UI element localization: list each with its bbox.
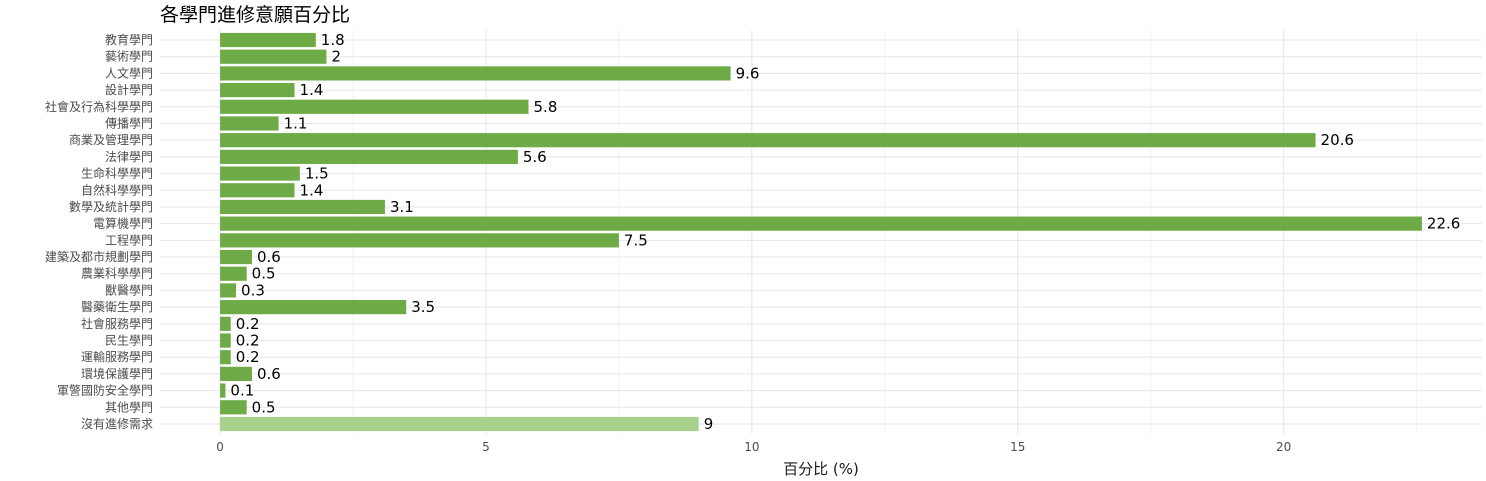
value-label-6: 1.1: [284, 114, 308, 132]
value-label-16: 0.3: [241, 281, 265, 299]
x-tick-label-15: 15: [1010, 440, 1025, 454]
y-tick-label-16: 獸醫學門: [105, 283, 153, 297]
x-axis: 0 5 10 15 20: [216, 440, 1291, 454]
bar-2: [220, 49, 327, 64]
bar-13: [220, 233, 619, 248]
y-tick-label-5: 社會及行為科學學門: [45, 99, 153, 114]
bar-16: [220, 283, 237, 298]
bar-18: [220, 316, 231, 331]
value-label-7: 20.6: [1321, 131, 1354, 149]
x-tick-label-0: 0: [216, 440, 224, 454]
value-label-3: 9.6: [736, 64, 760, 82]
y-tick-label-23: 其他學門: [105, 400, 153, 414]
y-tick-label-8: 法律學門: [105, 150, 153, 164]
value-label-2: 2: [331, 48, 341, 66]
bar-15: [220, 266, 247, 281]
value-label-10: 1.4: [300, 181, 324, 199]
y-tick-label-3: 人文學門: [105, 65, 153, 80]
value-label-21: 0.6: [257, 365, 281, 383]
bar-7: [220, 133, 1316, 148]
bars: [220, 32, 1422, 432]
value-label-9: 1.5: [305, 165, 329, 183]
bar-17: [220, 300, 407, 315]
value-label-13: 7.5: [624, 231, 648, 249]
value-label-5: 5.8: [534, 98, 558, 116]
bar-6: [220, 116, 279, 131]
y-tick-label-4: 設計學門: [105, 82, 153, 97]
value-label-8: 5.6: [523, 148, 547, 166]
value-label-23: 0.5: [252, 398, 276, 416]
bar-19: [220, 333, 231, 348]
y-tick-label-14: 建築及都市規劃學門: [45, 249, 153, 264]
bar-12: [220, 216, 1422, 231]
y-tick-label-1: 教育學門: [105, 32, 153, 47]
y-tick-label-15: 農業科學學門: [81, 267, 153, 281]
value-labels: 1.829.61.45.81.120.65.61.51.43.122.67.50…: [230, 31, 1460, 433]
bar-5: [220, 99, 529, 114]
y-axis: 教育學門藝術學門人文學門設計學門社會及行為科學學門傳播學門商業及管理學門法律學門…: [45, 32, 153, 431]
value-label-11: 3.1: [390, 198, 414, 216]
y-tick-label-18: 社會服務學門: [81, 316, 153, 331]
y-tick-label-17: 醫藥衛生學門: [81, 300, 153, 314]
y-tick-label-19: 民生學門: [105, 334, 153, 348]
y-tick-label-11: 數學及統計學門: [69, 199, 153, 214]
x-axis-title: 百分比 (%): [783, 460, 859, 478]
y-tick-label-6: 傳播學門: [105, 116, 153, 130]
value-label-20: 0.2: [236, 348, 260, 366]
y-tick-label-9: 生命科學學門: [81, 166, 153, 181]
bar-10: [220, 183, 295, 198]
bar-3: [220, 66, 731, 81]
value-label-24: 9: [704, 415, 714, 433]
value-label-18: 0.2: [236, 315, 260, 333]
value-label-1: 1.8: [321, 31, 345, 49]
bar-1: [220, 32, 316, 48]
bar-8: [220, 149, 518, 164]
y-tick-label-7: 商業及管理學門: [69, 132, 153, 147]
bar-24: [220, 416, 699, 432]
value-label-19: 0.2: [236, 332, 260, 350]
y-tick-label-12: 電算機學門: [93, 216, 153, 231]
value-label-15: 0.5: [252, 265, 276, 283]
bar-9: [220, 166, 300, 181]
value-label-22: 0.1: [230, 382, 254, 400]
value-label-14: 0.6: [257, 248, 281, 266]
bar-4: [220, 83, 295, 98]
y-tick-label-24: 沒有進修需求: [81, 416, 153, 431]
y-tick-label-13: 工程學門: [105, 232, 153, 247]
y-tick-label-22: 軍警國防安全學門: [57, 383, 153, 398]
y-tick-label-10: 自然科學學門: [81, 182, 153, 197]
bar-21: [220, 366, 252, 381]
x-tick-label-20: 20: [1276, 440, 1291, 454]
value-label-4: 1.4: [300, 81, 324, 99]
bar-20: [220, 350, 231, 365]
bar-23: [220, 400, 247, 415]
gridlines: [160, 30, 1482, 434]
value-label-12: 22.6: [1427, 215, 1460, 233]
bar-11: [220, 199, 385, 215]
x-tick-label-10: 10: [744, 440, 759, 454]
y-tick-label-20: 運輸服務學門: [81, 349, 153, 364]
bar-14: [220, 249, 252, 265]
y-tick-label-2: 藝術學門: [105, 50, 153, 64]
value-label-17: 3.5: [411, 298, 435, 316]
y-tick-label-21: 環境保護學門: [81, 366, 153, 381]
x-tick-label-5: 5: [482, 440, 490, 454]
chart-title: 各學門進修意願百分比: [160, 4, 350, 26]
bar-22: [220, 383, 226, 398]
